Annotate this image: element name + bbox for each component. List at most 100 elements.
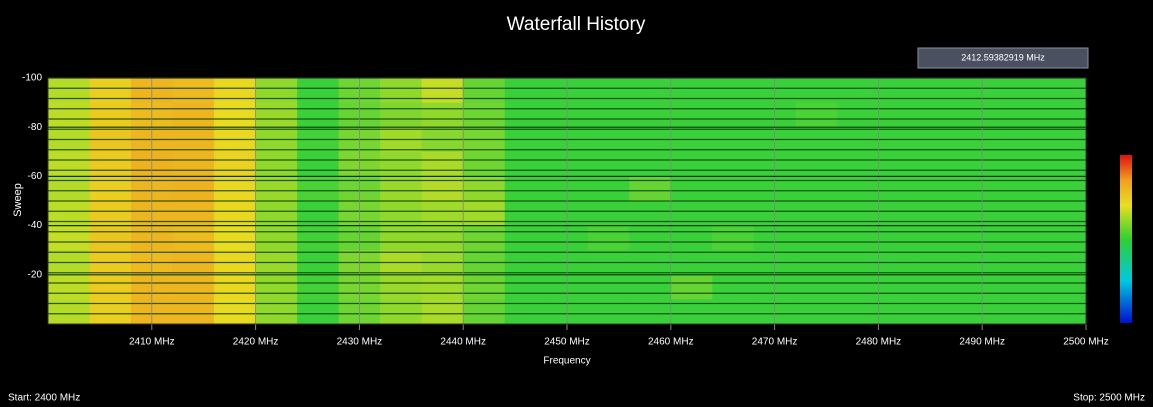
heatmap-cell (1044, 225, 1087, 251)
heatmap-cell (712, 274, 755, 300)
heatmap-cell (919, 102, 962, 128)
x-tick-label: 2460 MHz (648, 337, 694, 348)
heatmap-cell (919, 78, 962, 103)
heatmap-cell (1002, 151, 1045, 177)
heatmap-cell (919, 201, 962, 226)
heatmap-cell (504, 151, 547, 177)
heatmap-cell (504, 201, 547, 226)
heatmap-cell (629, 225, 672, 251)
x-tick-label: 2490 MHz (959, 337, 1005, 348)
x-tick-label: 2470 MHz (752, 337, 798, 348)
heatmap-cell (172, 225, 215, 251)
heatmap-cell (795, 274, 838, 300)
heatmap-cell (255, 201, 298, 226)
heatmap-cell (836, 201, 879, 226)
heatmap-cell (463, 274, 506, 300)
heatmap-cell (629, 102, 672, 128)
heatmap-cell (463, 225, 506, 251)
heatmap-cell (48, 201, 90, 226)
heatmap-cell (421, 274, 464, 300)
heatmap-cell (712, 151, 755, 177)
x-tick-label: 2410 MHz (129, 337, 175, 348)
overlay: 2410 MHz 2420 MHz 2430 MHz 2440 MHz 2450 MHz… (22, 73, 1109, 348)
heatmap-cell (214, 151, 256, 177)
heatmap-cell (380, 102, 423, 128)
heatmap-cell (297, 151, 340, 177)
heatmap-cell (172, 201, 215, 226)
heatmap-cell (255, 102, 298, 128)
heatmap-cell (1002, 102, 1045, 128)
readout-text: 2412.59382919 MHz (961, 52, 1045, 62)
heatmap-cell (89, 102, 132, 128)
heatmap-cell (48, 274, 90, 300)
heatmap-cell (670, 274, 713, 300)
heatmap-cell (629, 151, 672, 177)
heatmap-cell (214, 201, 256, 226)
heatmap-cell (1044, 151, 1087, 177)
heatmap-cell (172, 151, 215, 177)
heatmap-cell (919, 274, 962, 300)
plot-frame (47, 77, 1087, 325)
heatmap-cell (89, 78, 132, 103)
heatmap-cell (89, 225, 132, 251)
heatmap-cell (297, 102, 340, 128)
heatmap-cell (504, 225, 547, 251)
heatmap-cell (795, 201, 838, 226)
heatmap-cell (297, 274, 340, 300)
heatmap-cell (712, 102, 755, 128)
heatmap-cell (172, 78, 215, 103)
heatmap-cell (670, 78, 713, 103)
heatmap-cell (629, 78, 672, 103)
heatmap-cell (48, 78, 90, 103)
heatmap-cell (255, 151, 298, 177)
y-tick-label: -100 (22, 73, 42, 84)
heatmap-cell (836, 78, 879, 103)
heatmap-cell (795, 78, 838, 103)
x-axis-label: Frequency (543, 356, 590, 367)
heatmap-cell (504, 102, 547, 128)
heatmap-cell (297, 225, 340, 251)
heatmap-cell (836, 151, 879, 177)
heatmap-cell (836, 225, 879, 251)
heatmap-cell (504, 78, 547, 103)
heatmap-cell (89, 274, 132, 300)
heatmap-cell (670, 201, 713, 226)
heatmap-cell (587, 274, 630, 300)
heatmap-cell (463, 102, 506, 128)
heatmap-cell (214, 78, 256, 103)
heatmap-cell (878, 201, 921, 226)
heatmap-cell (421, 102, 464, 128)
heatmap-cell (795, 102, 838, 128)
heatmap-cell (380, 78, 423, 103)
heatmap-cell (504, 274, 547, 300)
heatmap-cell (1002, 225, 1045, 251)
x-tick-label: 2430 MHz (337, 337, 383, 348)
heatmap-cell (712, 225, 755, 251)
y-tick-label: -20 (28, 269, 43, 280)
heatmap-cell (836, 102, 879, 128)
heatmap-cell (587, 151, 630, 177)
heatmap-cell (1044, 274, 1087, 300)
heatmap-cell (919, 151, 962, 177)
heatmap-cell (255, 274, 298, 300)
heatmap-cell (587, 201, 630, 226)
heatmap-cell (89, 201, 132, 226)
heatmap-cell (670, 102, 713, 128)
heatmap-cell (214, 102, 256, 128)
chart-title: Waterfall History (507, 14, 646, 35)
x-tick-label: 2480 MHz (856, 337, 902, 348)
heatmap-cell (670, 151, 713, 177)
heatmap-cell (878, 78, 921, 103)
heatmap-cell (380, 225, 423, 251)
heatmap-cell (172, 274, 215, 300)
heatmap-cell (878, 225, 921, 251)
x-tick-label: 2420 MHz (233, 337, 279, 348)
heatmap-cell (214, 225, 256, 251)
x-tick-label: 2500 MHz (1063, 337, 1109, 348)
y-tick-label: -40 (28, 220, 43, 231)
heatmap-cell (1044, 78, 1087, 103)
heatmap-cell (463, 201, 506, 226)
heatmap-cell (712, 201, 755, 226)
heatmap-cell (1002, 201, 1045, 226)
